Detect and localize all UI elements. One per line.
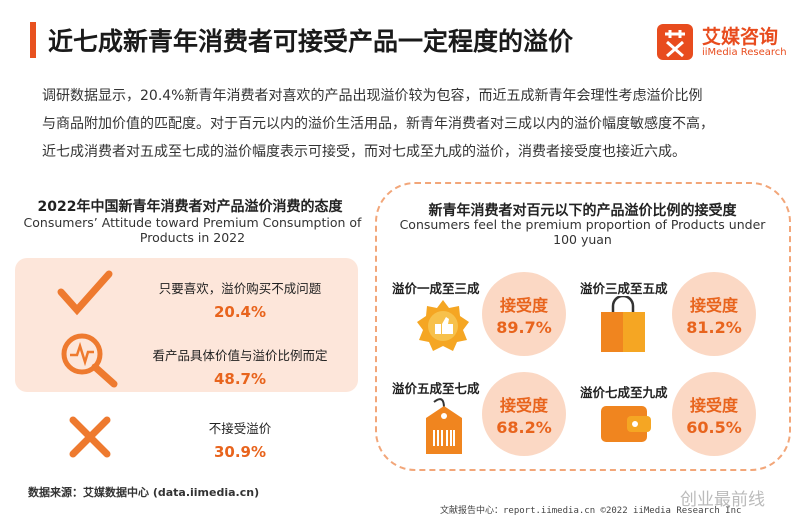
acceptance-value: 60.5% <box>686 418 742 437</box>
metric-label: 接受度 <box>689 396 738 415</box>
logo-sub: iiMedia Research <box>702 47 787 58</box>
attitude-value: 48.7% <box>213 370 267 388</box>
wallet-icon <box>601 406 651 442</box>
bag-icon <box>601 296 645 352</box>
left-title: 2022年中国新青年消费者对产品溢价消费的态度 <box>37 199 343 215</box>
badge-icon <box>417 300 469 351</box>
attitude-label: 只要喜欢，溢价购买不成问题 <box>158 281 322 296</box>
metric-label: 接受度 <box>499 396 548 415</box>
attitude-label: 不接受溢价 <box>208 421 272 436</box>
right-panel <box>375 182 791 471</box>
watermark: 创业最前线 <box>680 490 765 510</box>
range-label: 溢价五成至七成 <box>392 381 480 396</box>
metric-label: 接受度 <box>689 296 738 315</box>
attitude-value: 30.9% <box>213 443 267 461</box>
footer: 文献报告中心：report.iimedia.cn ©2022 iiMedia R… <box>440 506 742 516</box>
intro-line: 调研数据显示，20.4%新青年消费者对喜欢的产品出现溢价较为包容，而近五成新青年… <box>42 88 703 104</box>
source: 数据来源：艾媒数据中心 (data.iimedia.cn) <box>28 486 260 499</box>
check-icon <box>57 270 113 316</box>
acceptance-value: 68.2% <box>496 418 552 437</box>
attitude-value: 20.4% <box>213 303 267 321</box>
logo-name: 艾媒咨询 <box>702 26 779 48</box>
intro-line: 近七成消费者对五成至七成的溢价幅度表示可接受，而对七成至九成的溢价，消费者接受度… <box>42 144 686 160</box>
attitude-label: 看产品具体价值与溢价比例而定 <box>152 348 328 363</box>
title-bar <box>30 22 36 58</box>
acceptance-circle: 接受度 60.5% <box>672 372 756 456</box>
logo-icon <box>657 24 693 60</box>
acceptance-value: 81.2% <box>686 318 742 337</box>
metric-label: 接受度 <box>499 296 548 315</box>
acceptance-circle: 接受度 68.2% <box>482 372 566 456</box>
magnifier-icon <box>61 333 118 388</box>
acceptance-value: 89.7% <box>496 318 552 337</box>
right-title: 新青年消费者对百元以下的产品溢价比例的接受度 <box>428 203 737 219</box>
right-subtitle: Consumers feel the premium proportion of… <box>399 217 766 247</box>
tag-icon <box>426 398 462 454</box>
range-label: 溢价三成至五成 <box>580 281 668 296</box>
intro-line: 与商品附加价值的匹配度。对于百元以内的溢价生活用品，新青年消费者对三成以内的溢价… <box>42 116 714 132</box>
acceptance-circle: 接受度 89.7% <box>482 272 566 356</box>
cross-icon <box>69 416 111 458</box>
acceptance-circle: 接受度 81.2% <box>672 272 756 356</box>
range-label: 溢价七成至九成 <box>580 385 668 400</box>
left-subtitle: Consumers’ Attitude toward Premium Consu… <box>23 215 362 245</box>
range-label: 溢价一成至三成 <box>392 281 480 296</box>
title: 近七成新青年消费者可接受产品一定程度的溢价 <box>48 27 574 56</box>
